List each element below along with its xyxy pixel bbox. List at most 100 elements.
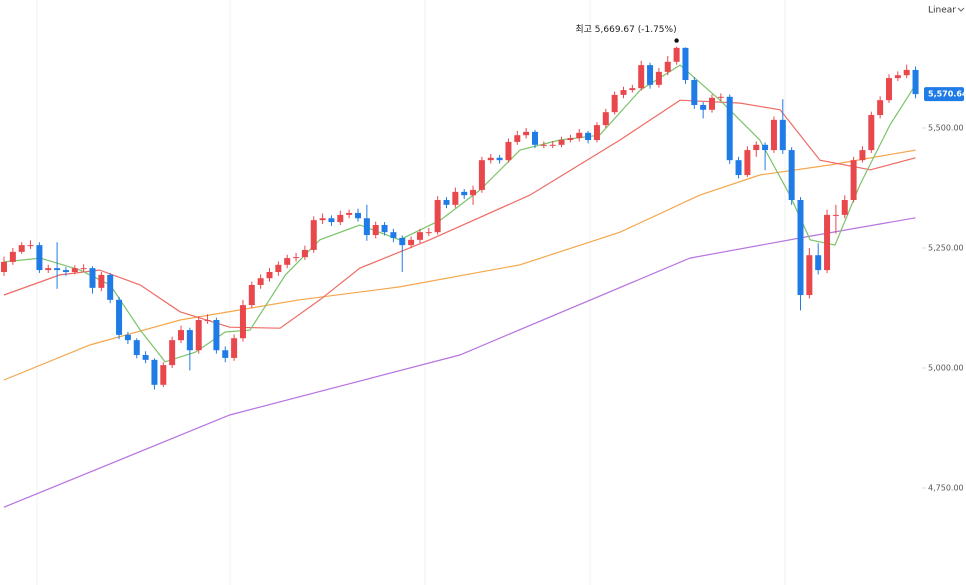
candle-body: [107, 274, 114, 300]
candle-body: [691, 80, 698, 105]
y-tick-label: 4,750.00: [928, 483, 964, 492]
candle-body: [54, 268, 61, 271]
chevron[interactable]: [957, 7, 965, 12]
candle-body: [452, 191, 459, 205]
candle-body: [248, 284, 255, 306]
candle-body: [567, 138, 574, 141]
candle-body: [408, 239, 415, 246]
candle-body: [195, 320, 202, 351]
candle-body: [169, 340, 176, 366]
candle-body: [655, 71, 662, 85]
candle-body: [266, 272, 273, 279]
candle-body: [18, 245, 25, 252]
candle-body: [585, 132, 592, 141]
annotation: 최고 5,669.67 (-1.75%): [575, 24, 676, 35]
candle-body: [319, 218, 326, 221]
candle-body: [434, 200, 441, 233]
candle-body: [372, 224, 379, 236]
candle-body: [611, 94, 618, 113]
candle-body: [726, 96, 733, 161]
candle-body: [461, 191, 468, 196]
candle-body: [558, 140, 565, 145]
candle-body: [310, 220, 317, 250]
candle-body: [257, 278, 264, 285]
candle-body: [629, 88, 636, 91]
candle-body: [514, 135, 521, 142]
candle-body: [443, 200, 450, 205]
candle-body: [912, 69, 919, 95]
candle-body: [186, 330, 193, 351]
candle-body: [540, 144, 547, 146]
candle-body: [700, 104, 707, 110]
candle-body: [116, 299, 123, 335]
candle-body: [355, 212, 361, 219]
candle-body: [505, 141, 512, 161]
candle-body: [717, 96, 724, 98]
candle-body: [390, 232, 397, 238]
candle-body: [478, 160, 485, 190]
candle-body: [797, 200, 804, 296]
candle-body: [894, 75, 901, 79]
candle-body: [815, 255, 822, 271]
moving-average-line: [3, 149, 916, 381]
last-value-badge: [924, 87, 964, 102]
candle-body: [346, 212, 353, 215]
candle-body: [735, 160, 742, 176]
candle-body: [850, 160, 857, 201]
scale-selector[interactable]: Linear: [928, 6, 965, 16]
candle-body: [231, 338, 238, 358]
last-value-label: 5,570.64: [928, 90, 966, 99]
candle-body: [363, 218, 370, 236]
candle-body: [886, 78, 892, 101]
scale-label[interactable]: Linear: [928, 6, 956, 16]
candle-body: [328, 218, 335, 223]
candle-body: [549, 144, 556, 146]
moving-average-line: [3, 217, 916, 508]
candle-body: [744, 150, 751, 176]
candle-body: [9, 251, 16, 262]
candle-body: [284, 258, 291, 265]
candle-body: [416, 232, 423, 240]
candle-body: [709, 97, 715, 110]
candle-body: [824, 214, 831, 271]
candle-body: [151, 359, 158, 385]
candle-body: [682, 47, 689, 81]
candle-body: [532, 131, 538, 145]
candle-body: [620, 90, 627, 95]
candle-body: [593, 125, 600, 141]
candle-body: [788, 150, 795, 201]
candle-body: [496, 157, 503, 161]
candle-body: [98, 274, 105, 288]
candle-body: [647, 65, 654, 85]
candle-body: [487, 157, 494, 161]
candle-body: [770, 119, 777, 151]
candle-body: [753, 144, 760, 151]
candle-body: [71, 268, 78, 273]
candle-body: [868, 115, 875, 151]
candle-body: [470, 189, 477, 196]
candle-body: [301, 249, 308, 258]
candle-body: [89, 268, 96, 288]
candle-body: [399, 237, 406, 246]
candle-body: [80, 268, 87, 270]
candle-body: [664, 61, 671, 72]
candle-body: [222, 350, 229, 358]
candle-body: [213, 320, 220, 351]
candle-body: [841, 200, 848, 215]
y-tick-label: 5,500.00: [928, 124, 964, 133]
candle-body: [204, 320, 211, 322]
candle-body: [638, 65, 645, 89]
candle-body: [239, 305, 246, 339]
candle-body: [523, 131, 530, 136]
candle-body: [673, 47, 680, 62]
candle-body: [62, 270, 69, 273]
moving-average-line: [3, 99, 916, 329]
candle-body: [36, 245, 43, 271]
candle-body: [859, 150, 866, 161]
candle-body: [381, 224, 388, 233]
y-tick-label: 5,250.00: [928, 244, 964, 253]
candle-body: [425, 232, 432, 234]
candle-body: [762, 144, 769, 151]
